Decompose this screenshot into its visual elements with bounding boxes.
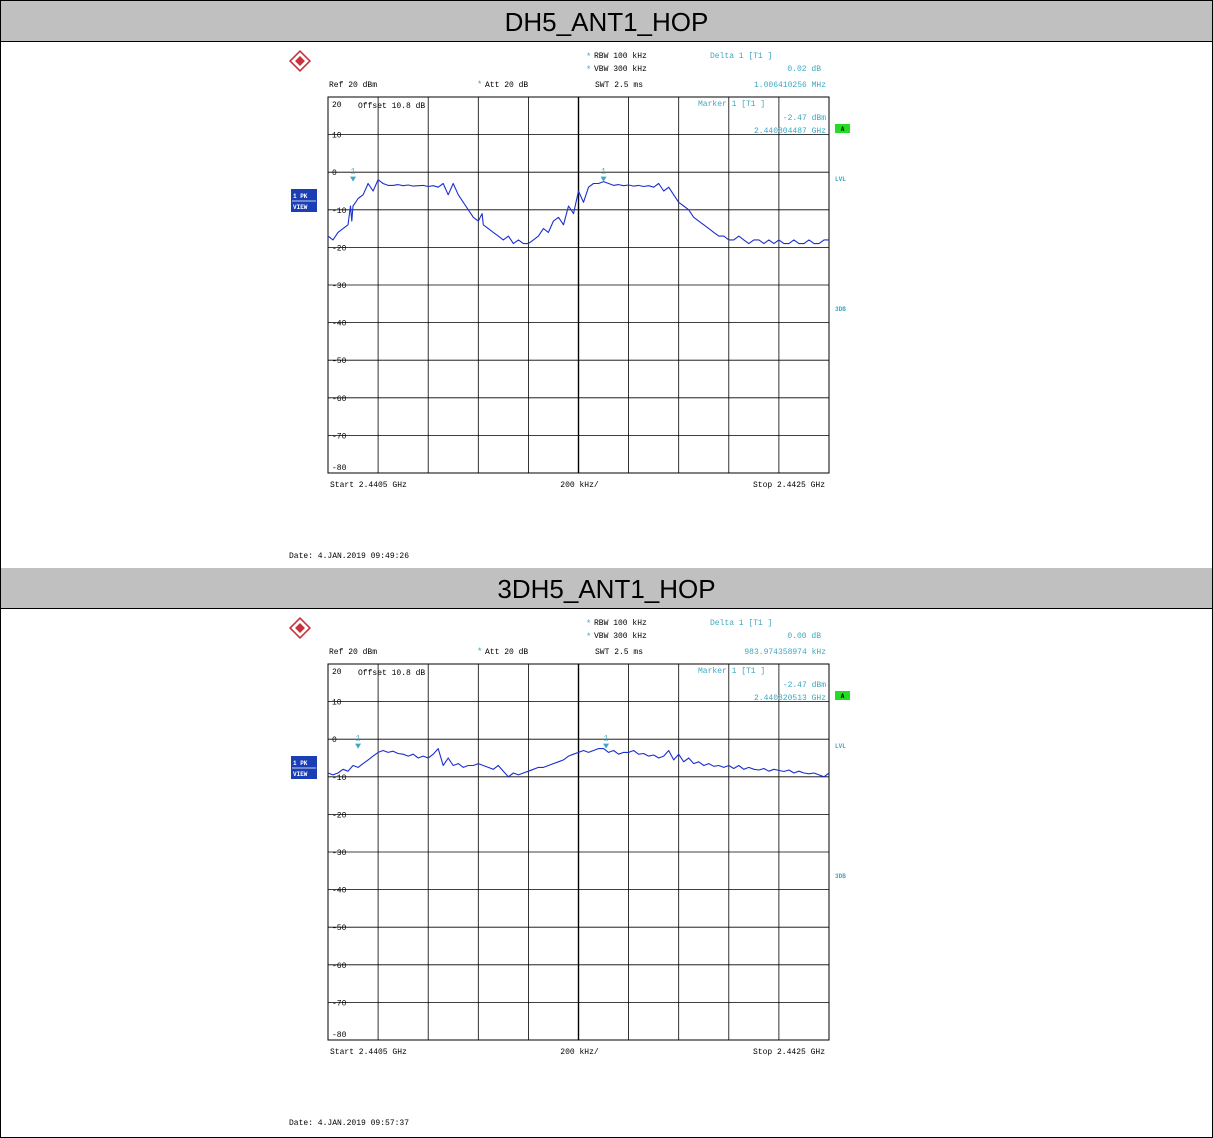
rbw-setting: RBW 100 kHz [594,619,647,628]
y-tick-label: 0 [332,736,337,745]
analyzer-panel-1: * RBW 100 kHz * VBW 300 kHz SWT 2.5 ms Ref 20… [1,42,1212,567]
sweep-time: SWT 2.5 ms [595,648,643,657]
trace-label-1: 1 PK [293,760,308,767]
trace-label-2: VIEW [293,771,308,778]
trace-label-box [291,756,317,779]
marker-level: -2.47 dBm [783,114,826,123]
badge-a-box [835,124,850,133]
badge-a-box [835,691,850,700]
y-tick-label: -60 [332,395,347,404]
ref-level: Ref 20 dBm [329,648,377,657]
delta-label: Delta 1 [T1 ] [710,52,772,61]
att-star: * [477,647,482,657]
vbw-star: * [586,632,591,642]
offset-label: Offset 10.8 dB [358,102,425,111]
y-tick-label: -80 [332,1031,347,1040]
marker-frequency: 2.440820513 GHz [754,694,826,703]
marker-frequency: 2.440804487 GHz [754,127,826,136]
capture-date: Date: 4.JAN.2019 09:49:26 [289,552,409,561]
rbw-setting: RBW 100 kHz [594,52,647,61]
trace-label-1: 1 PK [293,193,308,200]
rs-logo-icon [288,49,312,73]
marker-triangle [600,176,607,182]
ref-level: Ref 20 dBm [329,81,377,90]
y-tick-label: -20 [332,244,347,253]
y-tick-label: -60 [332,962,347,971]
section-title: 3DH5_ANT1_HOP [1,568,1212,609]
vbw-setting: VBW 300 kHz [594,632,647,641]
trace-label-box [291,189,317,212]
marker-triangle [603,743,610,749]
marker-number: 1 [356,735,361,744]
y-tick-label: -70 [332,999,347,1008]
marker-triangle [350,176,357,182]
rbw-star: * [586,619,591,629]
vbw-setting: VBW 300 kHz [594,65,647,74]
rbw-star: * [586,52,591,62]
db3-indicator: 3DB [835,873,846,880]
attenuation: Att 20 dB [485,648,528,657]
marker-number: 1 [604,735,609,744]
y-tick-label: -30 [332,282,347,291]
y-tick-label: 20 [332,101,342,110]
capture-date: Date: 4.JAN.2019 09:57:37 [289,1119,409,1128]
delta-frequency: 983.974358974 kHz [744,648,826,657]
badge-a-label: A [841,693,845,700]
logo-core [295,623,305,633]
badge-a-label: A [841,126,845,133]
x-span-label: 200 kHz/ [560,1048,599,1057]
marker-level: -2.47 dBm [783,681,826,690]
y-tick-label: -40 [332,320,347,329]
x-span-label: 200 kHz/ [560,481,599,490]
trace-label-2: VIEW [293,204,308,211]
x-stop-label: Stop 2.4425 GHz [753,481,825,490]
y-tick-label: -80 [332,464,347,473]
trace-line [327,179,829,245]
x-start-label: Start 2.4405 GHz [330,1048,407,1057]
delta-label: Delta 1 [T1 ] [710,619,772,628]
y-tick-label: 0 [332,169,337,178]
y-tick-label: 20 [332,668,342,677]
delta-level: 0.02 dB [787,65,821,74]
section-title: DH5_ANT1_HOP [1,1,1212,42]
x-stop-label: Stop 2.4425 GHz [753,1048,825,1057]
sweep-time: SWT 2.5 ms [595,81,643,90]
trace-line [327,748,830,778]
y-tick-label: -40 [332,887,347,896]
y-tick-label: -20 [332,811,347,820]
analyzer-panel-2: * RBW 100 kHz * VBW 300 kHz SWT 2.5 ms Ref 20… [1,609,1212,1137]
y-tick-label: -10 [332,774,347,783]
marker-triangle [355,743,362,749]
y-tick-label: -10 [332,207,347,216]
y-tick-label: 10 [332,132,342,141]
offset-label: Offset 10.8 dB [358,669,425,678]
y-tick-label: -70 [332,432,347,441]
lvl-indicator: LVL [835,743,846,750]
x-start-label: Start 2.4405 GHz [330,481,407,490]
rs-logo-icon [288,616,312,640]
db3-indicator: 3DB [835,306,846,313]
marker-label: Marker 1 [T1 ] [698,100,765,109]
y-tick-label: 10 [332,699,342,708]
marker-label: Marker 1 [T1 ] [698,667,765,676]
y-tick-label: -30 [332,849,347,858]
attenuation: Att 20 dB [485,81,528,90]
lvl-indicator: LVL [835,176,846,183]
att-star: * [477,80,482,90]
y-tick-label: -50 [332,924,347,933]
y-tick-label: -50 [332,357,347,366]
marker-number: 1 [351,168,356,177]
vbw-star: * [586,65,591,75]
delta-frequency: 1.006410256 MHz [754,81,826,90]
delta-level: 0.00 dB [787,632,821,641]
marker-number: 1 [601,168,606,177]
